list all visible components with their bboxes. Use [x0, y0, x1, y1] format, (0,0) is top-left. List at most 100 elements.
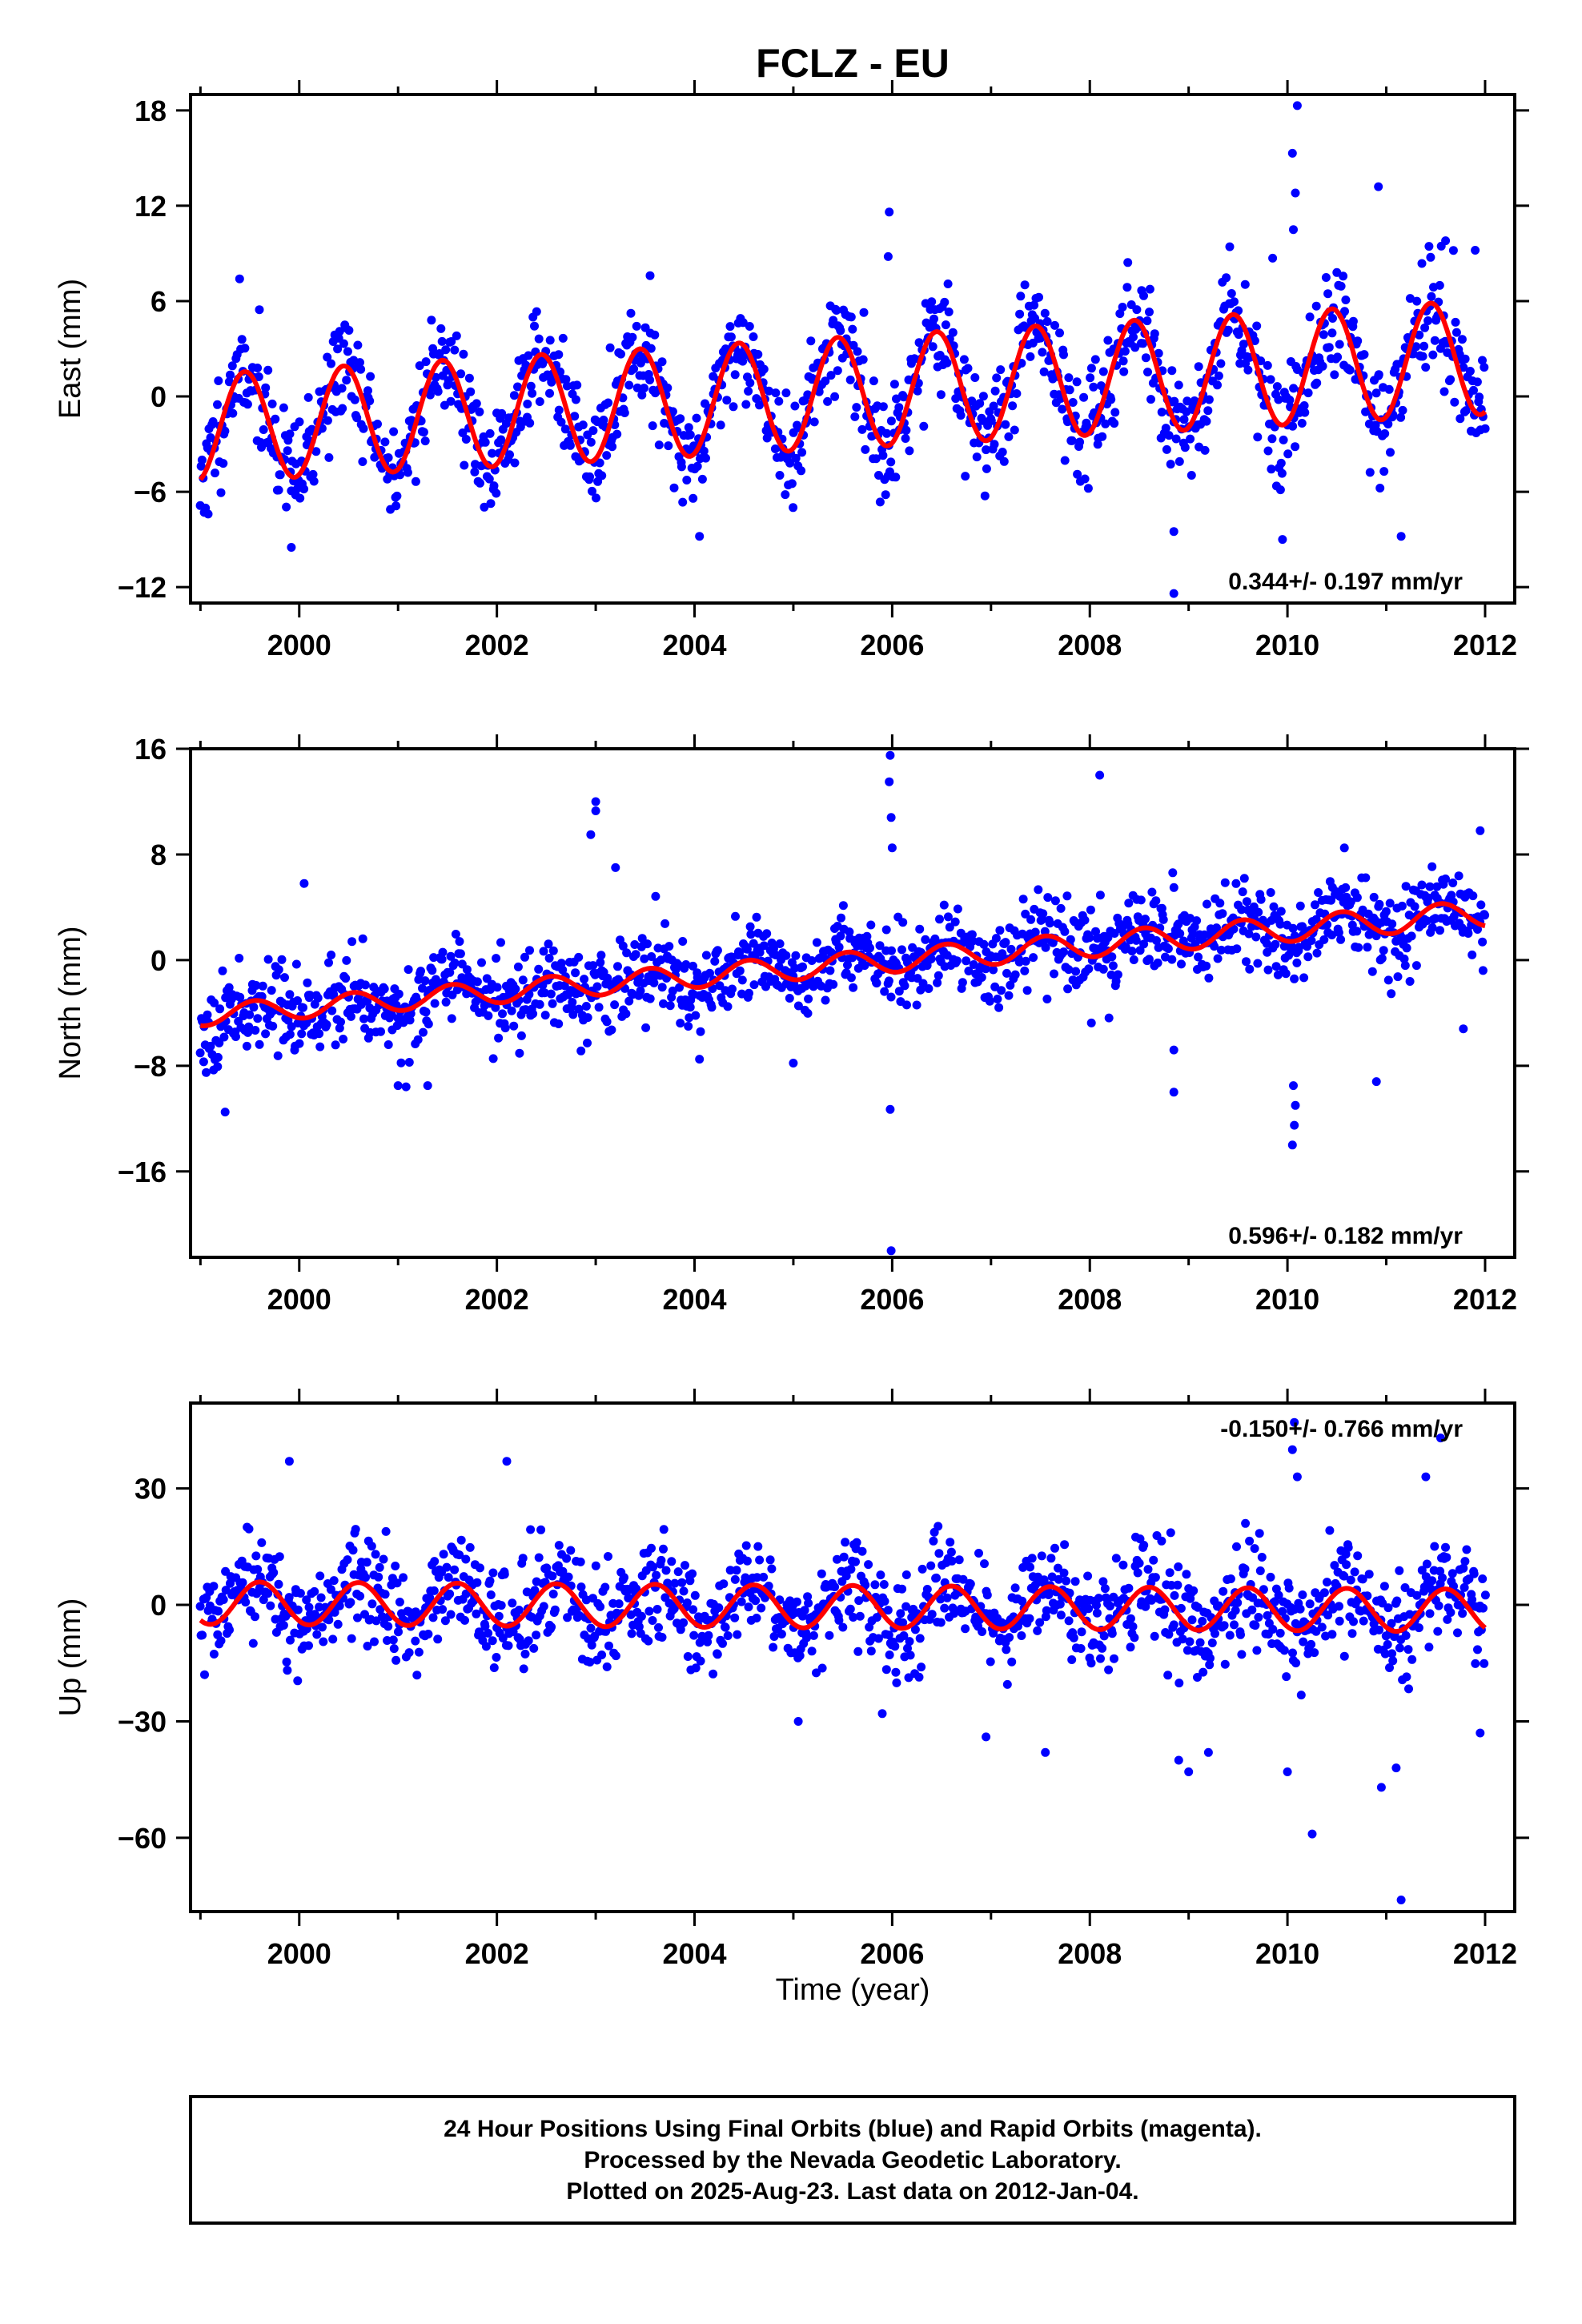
north-data-point: [1091, 927, 1100, 936]
north-data-point: [218, 966, 227, 975]
north-data-point: [1163, 944, 1173, 954]
east-data-point: [492, 489, 501, 498]
east-data-point: [1164, 431, 1174, 440]
up-data-point: [632, 1584, 641, 1594]
north-data-point: [1334, 928, 1343, 937]
east-outlier-point: [885, 207, 894, 217]
up-data-point: [714, 1603, 724, 1613]
east-data-point: [532, 307, 541, 316]
up-data-point: [1182, 1646, 1192, 1655]
up-data-point: [636, 1611, 646, 1621]
east-data-point: [1411, 342, 1421, 352]
up-data-point: [751, 1596, 761, 1606]
east-data-point: [1073, 469, 1082, 479]
up-data-point: [644, 1636, 653, 1646]
north-data-point: [1377, 954, 1387, 963]
east-data-point: [1418, 352, 1427, 361]
east-data-point: [1446, 375, 1456, 384]
up-data-point: [348, 1546, 358, 1555]
east-data-point: [1227, 289, 1236, 298]
north-data-point: [915, 924, 925, 934]
up-data-point: [295, 1589, 305, 1598]
up-data-point: [1435, 1566, 1445, 1576]
north-x-tick-label: 2012: [1453, 1283, 1517, 1316]
east-data-point: [826, 371, 836, 380]
up-outlier-point: [793, 1717, 803, 1726]
north-data-point: [1407, 931, 1416, 941]
up-y-tick-label: 30: [135, 1473, 167, 1506]
up-data-point: [498, 1634, 508, 1642]
east-data-point: [1291, 442, 1300, 452]
north-data-point: [1231, 879, 1241, 888]
up-data-point: [1251, 1621, 1260, 1630]
east-data-point: [344, 326, 354, 335]
east-data-point: [1330, 370, 1339, 380]
up-data-point: [677, 1578, 687, 1587]
north-data-point: [331, 1040, 340, 1050]
up-data-point: [326, 1585, 335, 1594]
north-data-point: [630, 940, 640, 949]
north-data-point: [979, 939, 989, 949]
north-data-point: [1371, 931, 1381, 941]
east-data-point: [526, 381, 536, 391]
north-data-point: [689, 961, 697, 971]
up-data-point: [446, 1610, 456, 1619]
north-data-point: [991, 934, 1001, 943]
up-data-point: [1319, 1588, 1329, 1598]
up-data-point: [316, 1593, 326, 1602]
east-data-point: [1186, 471, 1196, 480]
east-data-point: [789, 503, 798, 513]
north-data-point: [1175, 929, 1185, 939]
north-data-point: [1220, 878, 1230, 887]
north-data-point: [1086, 905, 1095, 915]
up-data-point: [284, 1593, 294, 1602]
up-data-point: [656, 1555, 666, 1565]
north-data-point: [1026, 915, 1036, 924]
north-data-point: [939, 900, 949, 910]
east-data-point: [886, 457, 896, 467]
up-data-point: [353, 1613, 362, 1622]
north-data-point: [913, 974, 922, 983]
up-data-point: [905, 1651, 915, 1660]
north-data-point: [419, 1027, 428, 1037]
up-data-point: [802, 1633, 811, 1642]
up-data-point: [195, 1602, 205, 1611]
east-data-point: [485, 428, 495, 438]
east-data-point: [678, 497, 688, 507]
up-data-point: [838, 1622, 848, 1632]
east-outlier-point: [645, 271, 655, 280]
north-data-point: [1203, 899, 1211, 909]
east-data-point: [415, 361, 424, 371]
up-data-point: [1084, 1604, 1094, 1614]
north-data-point: [953, 904, 962, 914]
up-data-point: [846, 1565, 856, 1574]
east-data-point: [637, 390, 647, 400]
north-y-tick-label: 16: [135, 733, 167, 766]
north-data-point: [1427, 862, 1437, 871]
up-data-point: [670, 1578, 680, 1588]
north-outlier-point: [1290, 1120, 1299, 1130]
east-data-point: [1101, 419, 1110, 428]
east-data-point: [745, 322, 754, 331]
up-data-point: [319, 1637, 328, 1647]
up-data-point: [852, 1538, 861, 1547]
north-data-point: [1034, 885, 1043, 895]
east-outlier-point: [695, 532, 705, 541]
east-data-point: [1439, 387, 1449, 396]
east-data-point: [359, 424, 368, 433]
up-data-point: [1100, 1584, 1110, 1594]
north-data-point: [1194, 952, 1203, 962]
up-data-point: [1062, 1576, 1071, 1586]
east-data-point: [657, 357, 667, 367]
up-points: [195, 1417, 1490, 1904]
up-data-point: [947, 1556, 957, 1566]
east-data-point: [990, 440, 999, 449]
up-data-point: [857, 1546, 867, 1556]
north-data-point: [437, 955, 447, 964]
north-outlier-point: [220, 1108, 230, 1117]
north-data-point: [1341, 883, 1351, 892]
up-data-point: [238, 1578, 247, 1587]
east-data-point: [914, 338, 924, 348]
east-x-tick-label: 2002: [465, 629, 529, 661]
up-data-point: [1252, 1646, 1262, 1655]
